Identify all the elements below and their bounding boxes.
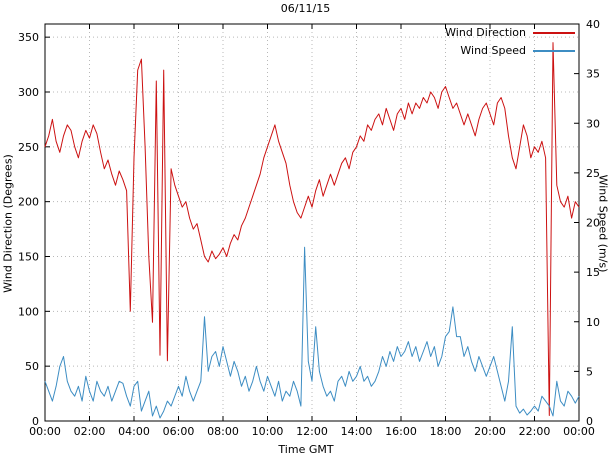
right-tick-label: 15 xyxy=(586,266,600,279)
x-tick-label: 16:00 xyxy=(385,425,417,438)
left-tick-label: 250 xyxy=(18,141,39,154)
x-tick-label: 08:00 xyxy=(207,425,239,438)
right-tick-label: 20 xyxy=(586,217,600,230)
x-tick-label: 18:00 xyxy=(430,425,462,438)
right-tick-label: 5 xyxy=(586,365,593,378)
right-tick-label: 40 xyxy=(586,18,600,31)
wind-speed-line xyxy=(44,246,580,419)
left-tick-label: 0 xyxy=(32,415,39,428)
legend: Wind Direction Wind Speed xyxy=(445,26,575,57)
x-tick-label: 04:00 xyxy=(118,425,150,438)
left-tick-label: 200 xyxy=(18,196,39,209)
x-tick-label: 02:00 xyxy=(74,425,106,438)
legend-item-wind-direction: Wind Direction xyxy=(445,26,575,39)
legend-line-sample-wind-speed xyxy=(533,49,575,52)
x-tick-label: 22:00 xyxy=(519,425,551,438)
left-tick-label: 300 xyxy=(18,86,39,99)
left-tick-label: 150 xyxy=(18,250,39,263)
x-tick-label: 10:00 xyxy=(252,425,284,438)
wind-direction-line xyxy=(44,42,580,416)
x-tick-label: 14:00 xyxy=(341,425,373,438)
x-tick-label: 12:00 xyxy=(296,425,328,438)
right-tick-label: 35 xyxy=(586,68,600,81)
plot-border xyxy=(44,23,580,422)
right-tick-label: 0 xyxy=(586,415,593,428)
left-tick-label: 50 xyxy=(25,360,39,373)
left-tick-label: 100 xyxy=(18,305,39,318)
right-tick-label: 30 xyxy=(586,117,600,130)
chart-title: 06/11/15 xyxy=(280,2,331,15)
x-axis-label: Time GMT xyxy=(278,443,334,456)
left-tick-label: 350 xyxy=(18,31,39,44)
right-axis-label: Wind Speed (m/s) xyxy=(596,174,610,273)
legend-line-sample-wind-direction xyxy=(533,31,575,34)
x-tick-label: 00:00 xyxy=(29,425,61,438)
legend-item-wind-speed: Wind Speed xyxy=(460,44,575,57)
right-tick-label: 25 xyxy=(586,167,600,180)
legend-label: Wind Speed xyxy=(460,44,526,57)
x-tick-label: 06:00 xyxy=(163,425,195,438)
x-tick-label: 20:00 xyxy=(474,425,506,438)
legend-label: Wind Direction xyxy=(445,26,526,39)
x-tick-label: 00:00 xyxy=(563,425,595,438)
left-axis-label: Wind Direction (Degrees) xyxy=(1,154,15,293)
right-tick-label: 10 xyxy=(586,316,600,329)
